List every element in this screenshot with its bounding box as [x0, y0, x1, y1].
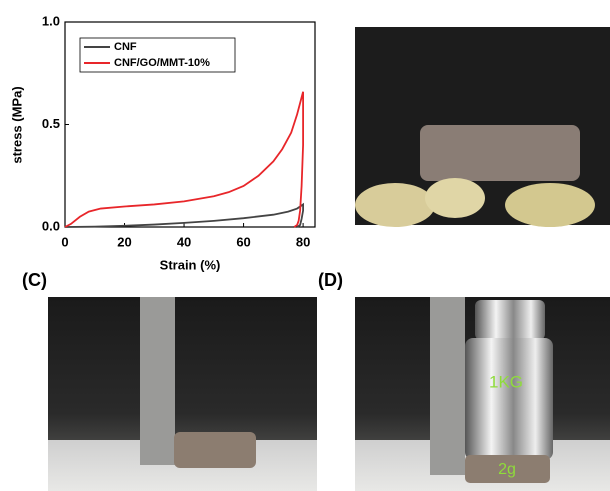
- x-tick-label: 20: [117, 234, 131, 249]
- photo-d: [355, 297, 610, 491]
- weight-label: 2g: [498, 461, 516, 478]
- panel-label: (C): [22, 270, 47, 290]
- x-tick-label: 40: [177, 234, 191, 249]
- panel-label: (D): [318, 270, 343, 290]
- x-tick-label: 60: [236, 234, 250, 249]
- photo-b: [355, 27, 610, 227]
- y-tick-label: 0.5: [42, 116, 60, 131]
- weight-label: 1KG: [489, 372, 523, 391]
- x-tick-label: 0: [61, 234, 68, 249]
- y-axis-label: stress (MPa): [9, 86, 24, 163]
- legend-label: CNF/GO/MMT-10%: [114, 57, 210, 69]
- y-tick-label: 1.0: [42, 13, 60, 28]
- data-line: [65, 92, 303, 227]
- x-axis-label: Strain (%): [160, 257, 221, 272]
- legend-label: CNF: [114, 41, 137, 53]
- y-tick-label: 0.0: [42, 218, 60, 233]
- figure: 1KG 2g (C) (D) Strain (%) stress (MPa) 0…: [0, 0, 610, 491]
- x-tick-label: 80: [296, 234, 310, 249]
- photo-c: [48, 297, 317, 491]
